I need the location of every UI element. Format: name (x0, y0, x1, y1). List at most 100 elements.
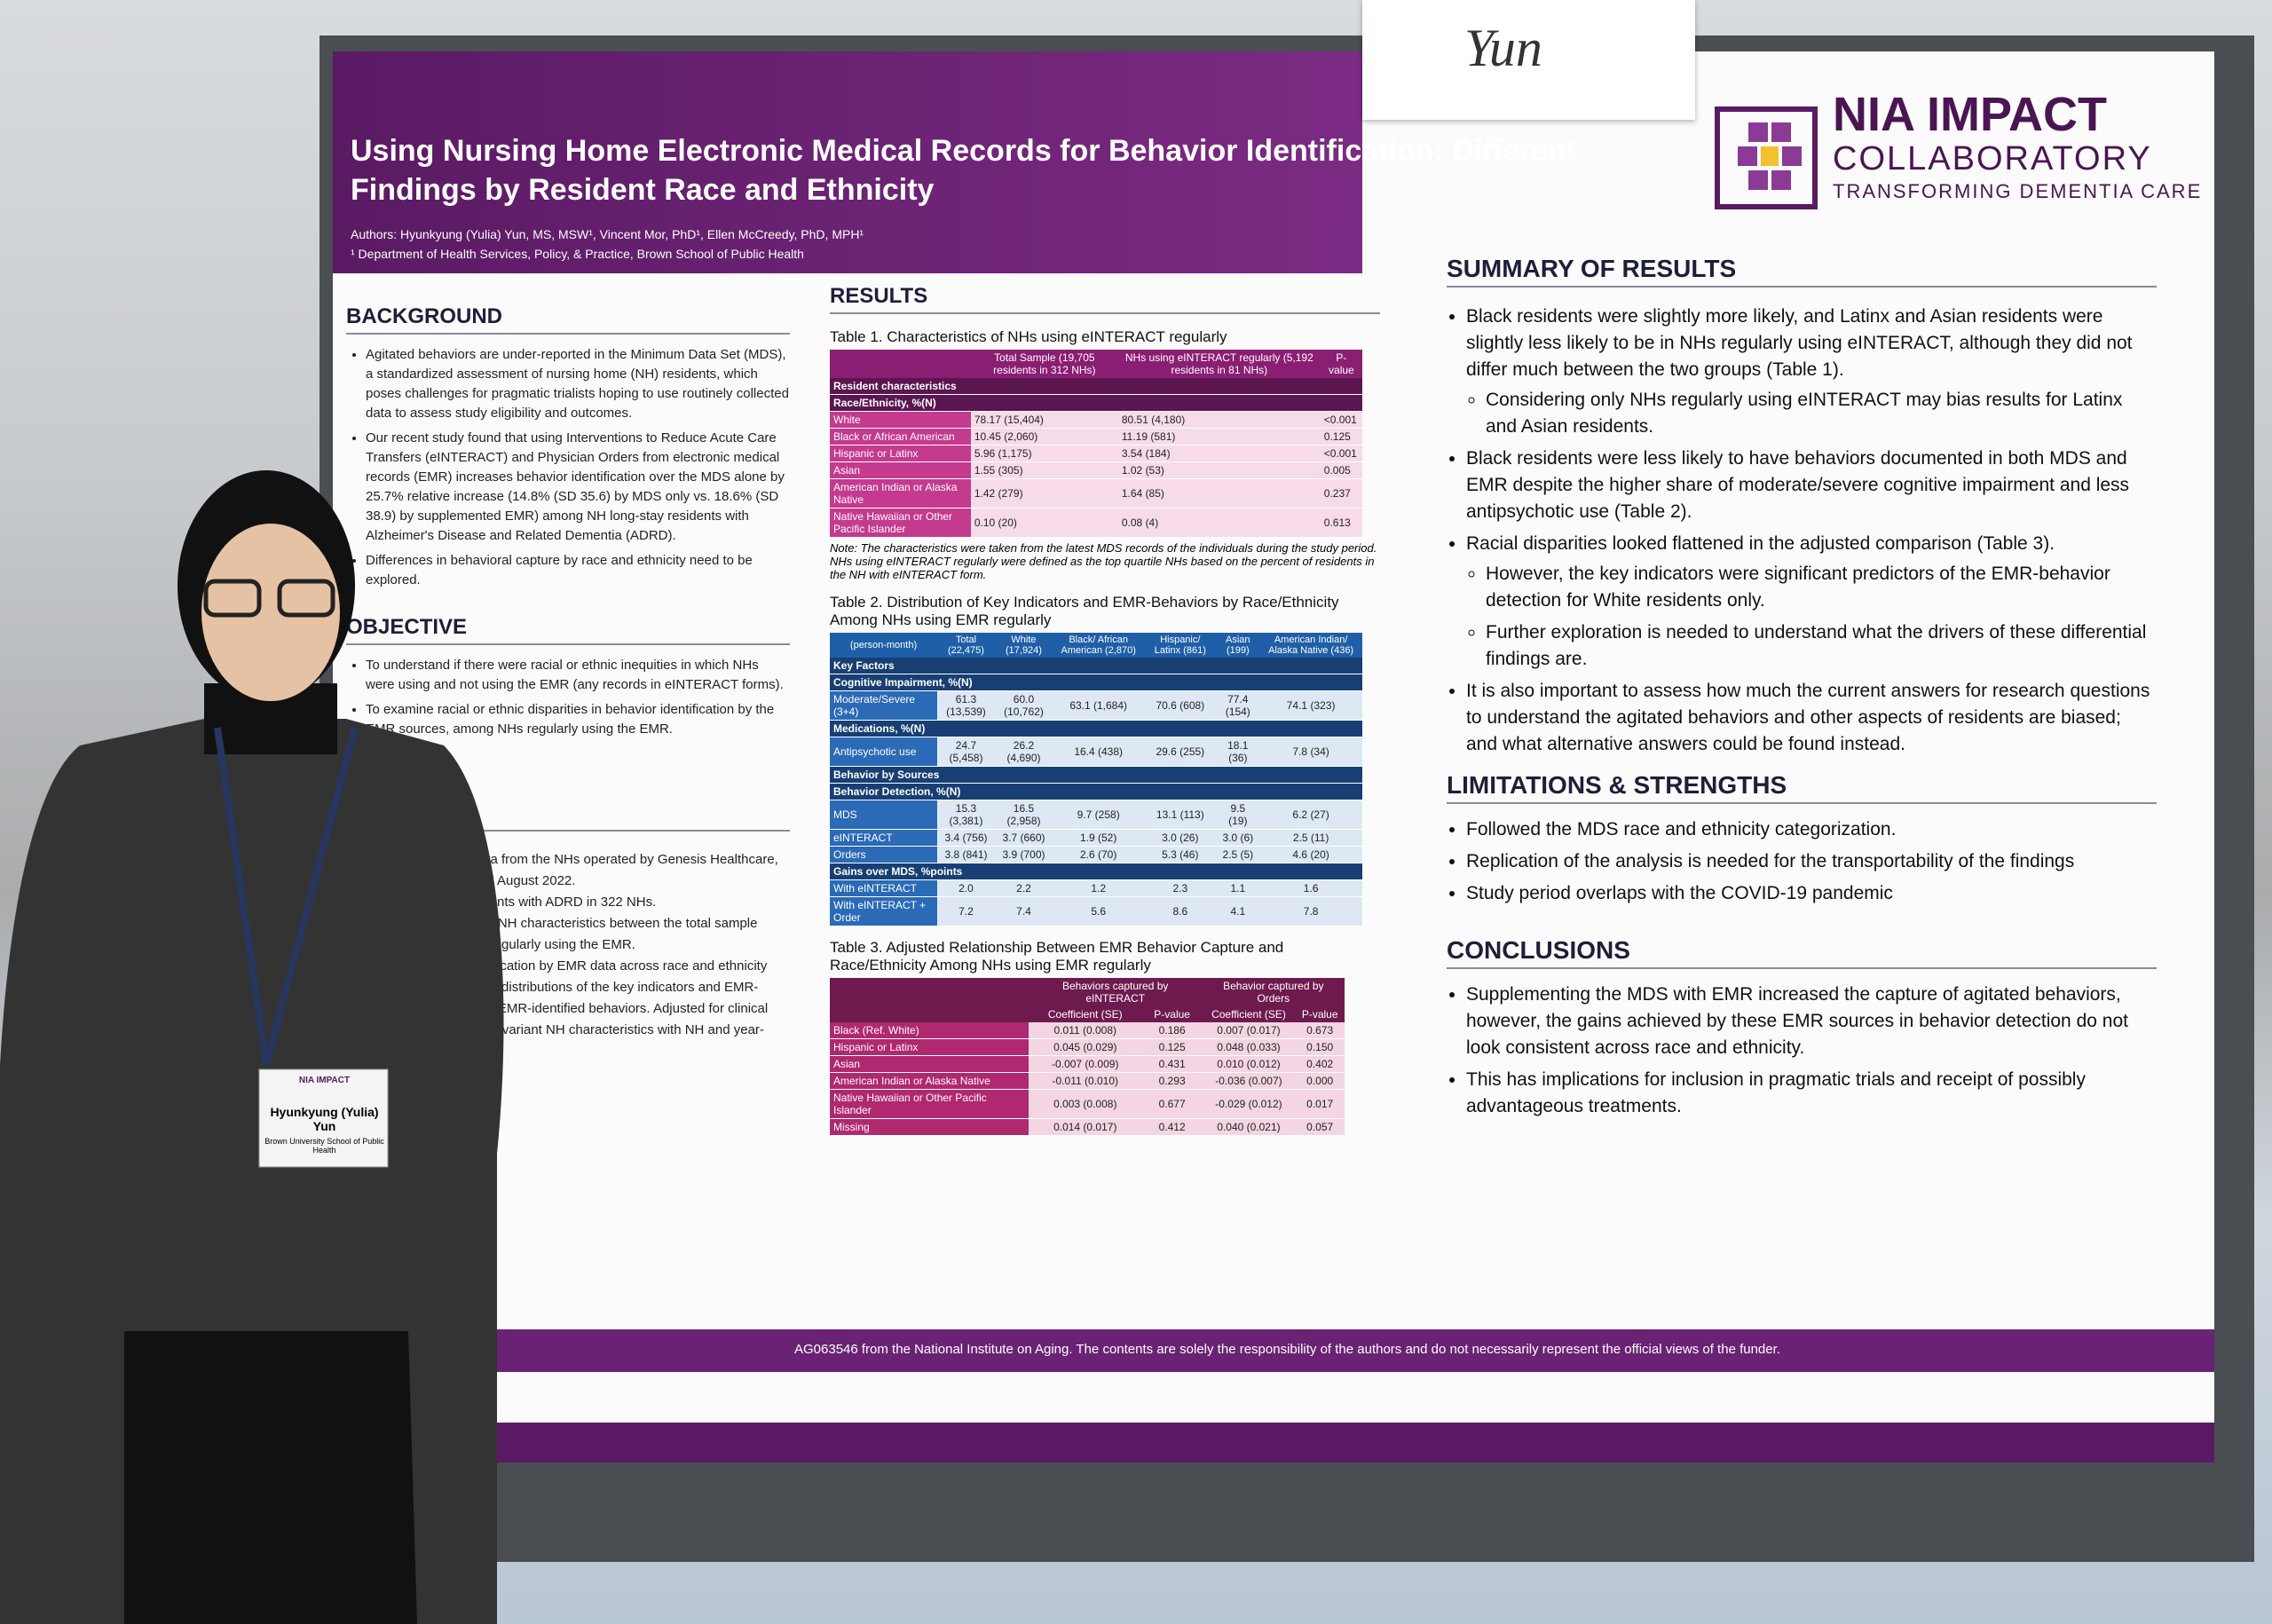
cell: 13.1 (113) (1144, 800, 1217, 830)
cell: 16.4 (438) (1053, 737, 1145, 767)
methods-line: he EMR-identified behaviors. Adjusted fo… (479, 1001, 769, 1016)
header-cell: American Indian/ Alaska Native (436) (1259, 633, 1362, 658)
cell: 0.003 (0.008) (1028, 1089, 1142, 1119)
section-row: Gains over MDS, %points (830, 863, 1362, 880)
cell: 6.2 (27) (1259, 800, 1362, 830)
logo-icon (1715, 106, 1818, 209)
badge-affiliation: Brown University School of Public Health (264, 1137, 384, 1155)
badge: NIA IMPACT Hyunkyung (Yulia) Yun Brown U… (264, 1076, 384, 1155)
cell: 5.96 (1,175) (970, 445, 1118, 462)
cell: 2.2 (994, 879, 1053, 897)
row-label: Gains over MDS, %points (830, 863, 1362, 880)
title-line: Findings by Resident Race and Ethnicity (351, 173, 935, 207)
cell: 5.6 (1053, 896, 1145, 926)
cell: 1.64 (85) (1117, 478, 1321, 508)
cell: 0.007 (0.017) (1202, 1022, 1296, 1039)
section-cell: Resident characteristics (830, 378, 1362, 395)
header-cell: White (17,924) (994, 633, 1053, 658)
section-heading: BACKGROUND (346, 304, 790, 335)
header-row: Coefficient (SE) P-value Coefficient (SE) P… (830, 1006, 1345, 1022)
row-label: Native Hawaiian or Other Pacific Islande… (830, 508, 971, 538)
row: Antipsychotic use 24.7 (5,458) 26.2 (4,690… (830, 737, 1362, 767)
cell: 3.0 (6) (1216, 829, 1260, 847)
background-list: Agitated behaviors are under-reported in… (346, 345, 790, 590)
row-label: Behavior by Sources (830, 766, 1362, 784)
header-cell: Coefficient (SE) (1028, 1006, 1142, 1022)
cell: 3.8 (841) (937, 846, 995, 863)
cell: -0.029 (0.012) (1202, 1089, 1296, 1119)
bullet: Agitated behaviors are under-reported in… (366, 345, 790, 423)
section-cell: Race/Ethnicity, %(N) (830, 394, 1362, 412)
row-label: Native Hawaiian or Other Pacific Islande… (830, 1089, 1029, 1119)
row-label: Black or African American (830, 428, 971, 445)
cell: 1.55 (305) (970, 461, 1118, 479)
header-cell: P-value (1295, 1006, 1345, 1022)
name-card-text: Yun (1464, 19, 1542, 77)
cell: 10.45 (2,060) (970, 428, 1118, 445)
cell: 1.2 (1053, 879, 1145, 897)
cell: <0.001 (1320, 445, 1362, 462)
row-label: Key Factors (830, 658, 1362, 674)
cell: 2.5 (5) (1216, 846, 1260, 863)
limitations-list: Followed the MDS race and ethnicity cate… (1447, 816, 2157, 907)
row: Black or African American 10.45 (2,060) 11… (830, 428, 1362, 445)
person (0, 470, 504, 1624)
header-cell: Asian (199) (1216, 633, 1260, 658)
sub-bullet: Further exploration is needed to underst… (1486, 619, 2157, 673)
row: American Indian or Alaska Native -0.011 (… (830, 1072, 1345, 1090)
bullet: Differences in behavioral capture by rac… (366, 551, 790, 590)
bullet-list: Supplementing the MDS with EMR increased… (1447, 981, 2157, 1120)
group-header: Behaviors captured by eINTERACT (1028, 978, 1203, 1006)
section-row: Behavior Detection, %(N) (830, 783, 1362, 800)
header-cell: P-value (1320, 350, 1362, 378)
methods-line: ata from the NHs operated by Genesis Hea… (479, 852, 778, 867)
cell: 8.6 (1144, 896, 1217, 926)
cell: 0.010 (0.012) (1202, 1055, 1296, 1073)
bullet: Black residents were slightly more likel… (1466, 304, 2157, 440)
cell: 0.186 (1141, 1022, 1203, 1039)
bullet: Study period overlaps with the COVID-19 … (1466, 880, 2157, 907)
methods-line: the distributions of the key indicators … (479, 980, 759, 995)
row-label: With eINTERACT (830, 879, 938, 897)
row-label: Hispanic or Latinx (830, 1038, 1029, 1056)
row-label: Moderate/Severe (3+4) (830, 690, 938, 721)
row: Orders 3.8 (841) 3.9 (700) 2.6 (70) 5.3 (46)… (830, 846, 1362, 863)
section-row: Key Factors (830, 658, 1362, 674)
row-label: Behavior Detection, %(N) (830, 783, 1362, 800)
row-label: Black (Ref. White) (830, 1022, 1029, 1039)
cell: 0.125 (1141, 1038, 1203, 1056)
table-caption: Table 1. Characteristics of NHs using eI… (830, 328, 1227, 345)
section-row: Cognitive Impairment, %(N) (830, 674, 1362, 691)
cell: 0.048 (0.033) (1202, 1038, 1296, 1056)
header-cell: Black/ African American (2,870) (1053, 633, 1145, 658)
bullet-text: Racial disparities looked flattened in t… (1466, 533, 2055, 554)
cell: 0.613 (1320, 508, 1362, 538)
row-label: Asian (830, 461, 971, 479)
header-row: (person-month) Total (22,475) White (17,92… (830, 633, 1362, 658)
logo-line3: TRANSFORMING DEMENTIA CARE (1833, 180, 2203, 202)
bullet: To examine racial or ethnic disparities … (366, 700, 790, 739)
section-row: Behavior by Sources (830, 766, 1362, 784)
cell: 78.17 (15,404) (970, 411, 1118, 429)
authors: Authors: Hyunkyung (Yulia) Yun, MS, MSW¹… (351, 227, 864, 241)
footer-band: AG063546 from the National Institute on … (333, 1329, 2214, 1372)
table-1: Total Sample (19,705 residents in 312 NH… (830, 350, 1362, 538)
affiliation: ¹ Department of Health Services, Policy,… (351, 247, 804, 261)
cell: 3.7 (660) (994, 829, 1053, 847)
footer-text: AG063546 from the National Institute on … (794, 1342, 1780, 1357)
table-2: (person-month) Total (22,475) White (17,92… (830, 633, 1362, 926)
sub-bullet: However, the key indicators were signifi… (1486, 561, 2157, 614)
header-cell: (person-month) (830, 633, 938, 658)
section-row: Medications, %(N) (830, 720, 1362, 737)
badge-org: NIA IMPACT (298, 1076, 351, 1085)
table-3: Behaviors captured by eINTERACT Behavior … (830, 978, 1345, 1136)
row: eINTERACT 3.4 (756) 3.7 (660) 1.9 (52) 3.0 (… (830, 829, 1362, 847)
cell: 3.4 (756) (937, 829, 995, 847)
cell: 18.1 (36) (1216, 737, 1260, 767)
cell: 3.54 (184) (1117, 445, 1321, 462)
cell: 77.4 (154) (1216, 690, 1260, 721)
header-cell: Coefficient (SE) (1202, 1006, 1296, 1022)
bullet: To understand if there were racial or et… (366, 656, 790, 695)
row: With eINTERACT + Order 7.2 7.4 5.6 8.6 4.1 7.8 (830, 896, 1362, 926)
